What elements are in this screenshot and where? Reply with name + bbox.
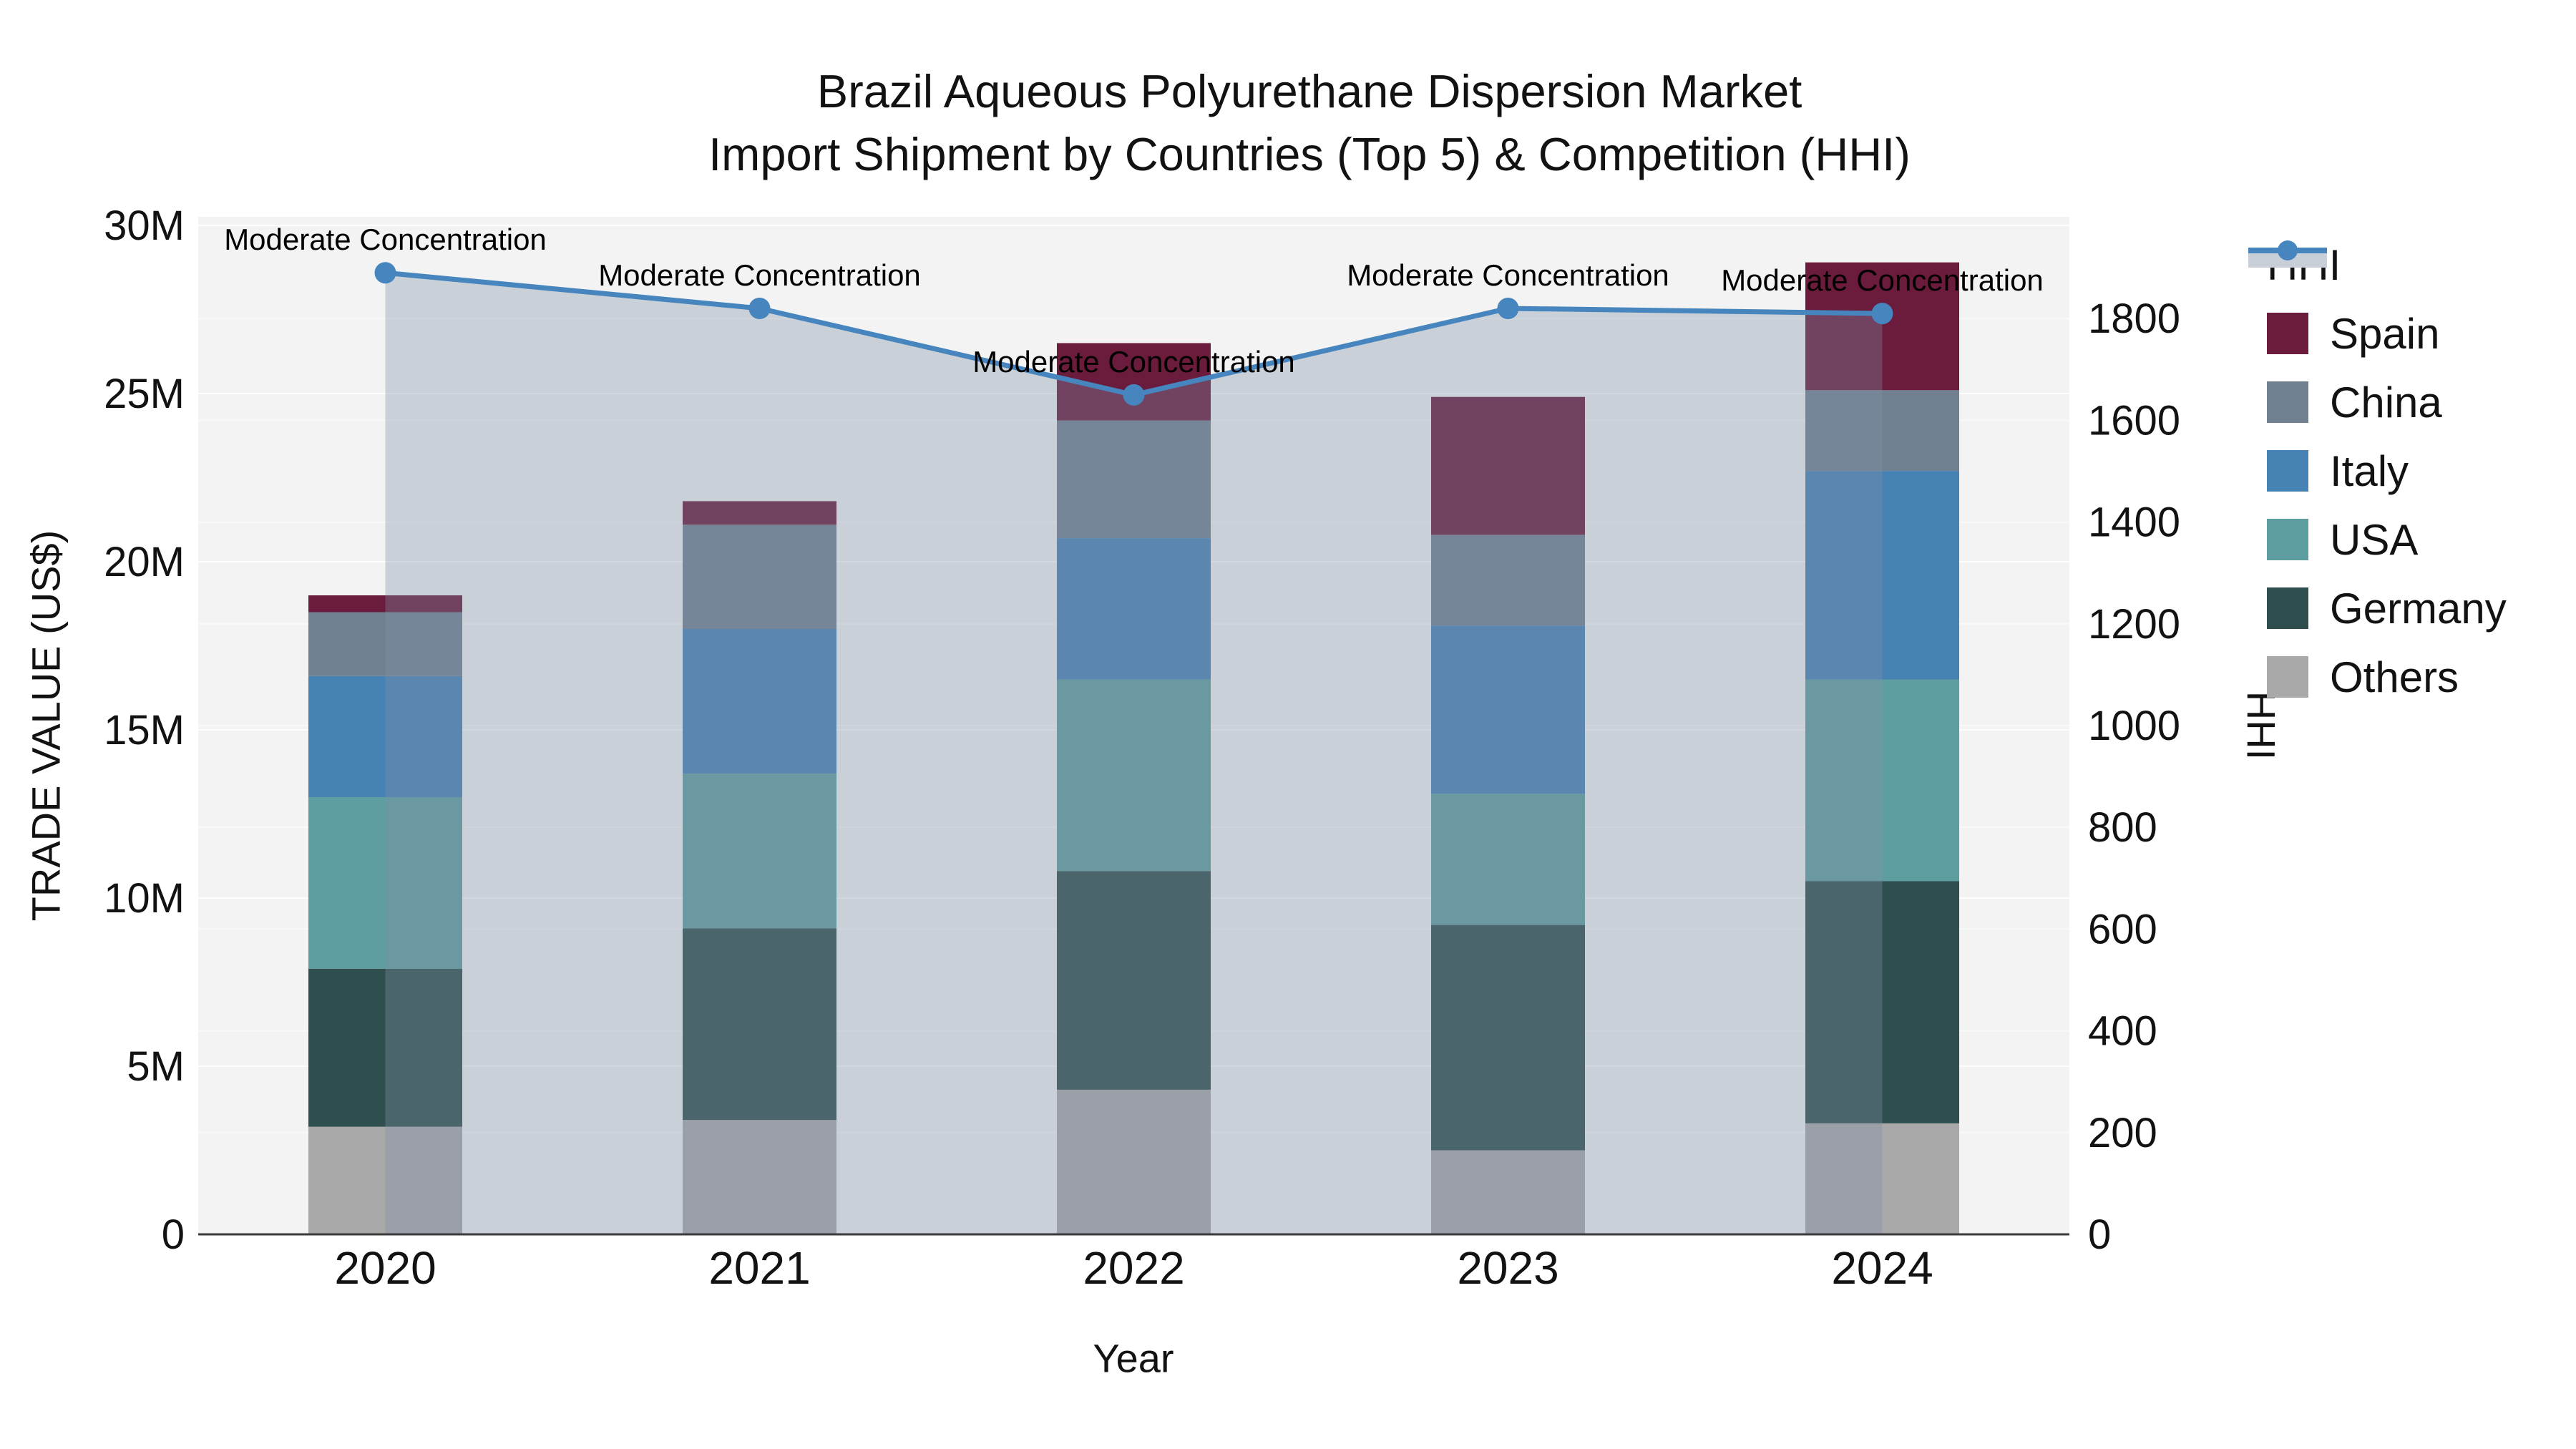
legend-swatch-italy: [2267, 450, 2308, 492]
y2-axis-tick-800: 800: [2088, 804, 2157, 851]
y2-axis-tick-1200: 1200: [2088, 601, 2180, 648]
bar-segment-others-2022[interactable]: [1057, 1089, 1211, 1234]
legend-swatch-others: [2267, 656, 2308, 698]
bar-segment-germany-2024[interactable]: [1805, 881, 1959, 1123]
y2-axis-tick-1800: 1800: [2088, 296, 2180, 342]
bar-segment-usa-2021[interactable]: [683, 774, 836, 929]
hhi-marker-2021[interactable]: [748, 297, 771, 319]
bar-segment-china-2023[interactable]: [1431, 535, 1585, 626]
bar-segment-usa-2022[interactable]: [1057, 679, 1211, 872]
annotation-2022: Moderate Concentration: [972, 345, 1295, 379]
bar-segment-usa-2023[interactable]: [1431, 794, 1585, 925]
bar-segment-italy-2022[interactable]: [1057, 538, 1211, 680]
legend-item-spain[interactable]: Spain: [2267, 299, 2507, 368]
bar-segment-italy-2024[interactable]: [1805, 471, 1959, 680]
annotation-2023: Moderate Concentration: [1347, 258, 1669, 292]
annotation-2021: Moderate Concentration: [598, 258, 921, 292]
legend-item-others[interactable]: Others: [2267, 643, 2507, 711]
bar-segment-spain-2020[interactable]: [308, 595, 462, 613]
y2-axis-tick-1000: 1000: [2088, 703, 2180, 749]
hhi-marker-2022[interactable]: [1123, 384, 1145, 406]
hhi-marker-2023[interactable]: [1497, 297, 1519, 319]
y2-axis-tick-0: 0: [2088, 1211, 2111, 1258]
y2-axis-tick-200: 200: [2088, 1110, 2157, 1156]
bar-segment-germany-2020[interactable]: [308, 968, 462, 1127]
x-axis-tick-2021[interactable]: 2021: [708, 1242, 810, 1294]
legend-item-hhi[interactable]: HHI: [2248, 230, 2507, 299]
bar-segment-others-2023[interactable]: [1431, 1150, 1585, 1235]
legend-swatch-china: [2267, 381, 2308, 423]
y-axis-tick-5M: 5M: [127, 1043, 185, 1090]
hhi-marker-2024[interactable]: [1871, 303, 1893, 325]
y-axis-tick-10M: 10M: [104, 875, 185, 922]
bar-segment-spain-2021[interactable]: [683, 501, 836, 525]
legend-label-spain: Spain: [2330, 309, 2440, 358]
legend-label-usa: USA: [2330, 515, 2419, 564]
y2-axis-tick-1600: 1600: [2088, 397, 2180, 444]
legend-swatch-spain: [2267, 313, 2308, 354]
bar-segment-germany-2022[interactable]: [1057, 871, 1211, 1090]
legend-label-italy: Italy: [2330, 447, 2409, 495]
legend: HHI Spain China Italy USA Germany Others: [2248, 230, 2507, 711]
legend-item-germany[interactable]: Germany: [2267, 574, 2507, 643]
bar-segment-usa-2024[interactable]: [1805, 679, 1959, 882]
chart-title: Brazil Aqueous Polyurethane Dispersion M…: [708, 60, 1911, 186]
x-axis-title: Year: [1093, 1335, 1174, 1381]
chart-title-line1: Brazil Aqueous Polyurethane Dispersion M…: [816, 65, 1802, 117]
legend-label-china: China: [2330, 378, 2442, 426]
bar-segment-italy-2023[interactable]: [1431, 625, 1585, 794]
y-axis-title: TRADE VALUE (US$): [23, 530, 69, 922]
y2-axis-tick-600: 600: [2088, 906, 2157, 952]
bar-segment-italy-2020[interactable]: [308, 675, 462, 797]
chart-title-line2: Import Shipment by Countries (Top 5) & C…: [708, 128, 1911, 180]
annotation-2020: Moderate Concentration: [224, 223, 547, 256]
bar-segment-others-2024[interactable]: [1805, 1123, 1959, 1234]
bar-segment-usa-2020[interactable]: [308, 797, 462, 969]
annotation-2024: Moderate Concentration: [1721, 263, 2044, 297]
bar-segment-spain-2024[interactable]: [1805, 262, 1959, 391]
bar-segment-italy-2021[interactable]: [683, 629, 836, 774]
bar-segment-china-2022[interactable]: [1057, 420, 1211, 539]
legend-swatch-usa: [2267, 519, 2308, 560]
y-axis-tick-25M: 25M: [104, 371, 185, 417]
bar-segment-others-2020[interactable]: [308, 1126, 462, 1234]
y-axis-tick-20M: 20M: [104, 539, 185, 585]
y-axis-tick-30M: 30M: [104, 203, 185, 249]
bar-segment-china-2024[interactable]: [1805, 390, 1959, 472]
legend-hhi-line-icon: [2248, 240, 2327, 268]
bar-segment-germany-2023[interactable]: [1431, 924, 1585, 1151]
bar-segment-germany-2021[interactable]: [683, 928, 836, 1121]
x-axis-tick-2020[interactable]: 2020: [334, 1242, 436, 1294]
legend-item-china[interactable]: China: [2267, 368, 2507, 436]
y-axis-tick-15M: 15M: [104, 707, 185, 753]
bar-segment-china-2021[interactable]: [683, 525, 836, 629]
legend-item-italy[interactable]: Italy: [2267, 436, 2507, 505]
y2-axis-tick-400: 400: [2088, 1008, 2157, 1055]
hhi-marker-2020[interactable]: [374, 262, 396, 284]
legend-swatch-germany: [2267, 587, 2308, 629]
x-axis-tick-2024[interactable]: 2024: [1831, 1242, 1933, 1294]
legend-label-germany: Germany: [2330, 584, 2507, 633]
y2-axis-tick-1400: 1400: [2088, 499, 2180, 546]
legend-label-others: Others: [2330, 653, 2459, 701]
legend-item-usa[interactable]: USA: [2267, 505, 2507, 574]
hhi-area-fill: [385, 273, 1883, 1235]
x-axis-tick-2022[interactable]: 2022: [1083, 1242, 1184, 1294]
x-axis-tick-2023[interactable]: 2023: [1457, 1242, 1558, 1294]
bar-segment-spain-2023[interactable]: [1431, 396, 1585, 535]
bar-segment-others-2021[interactable]: [683, 1120, 836, 1234]
y-axis-tick-0: 0: [162, 1211, 185, 1258]
bar-segment-china-2020[interactable]: [308, 612, 462, 676]
